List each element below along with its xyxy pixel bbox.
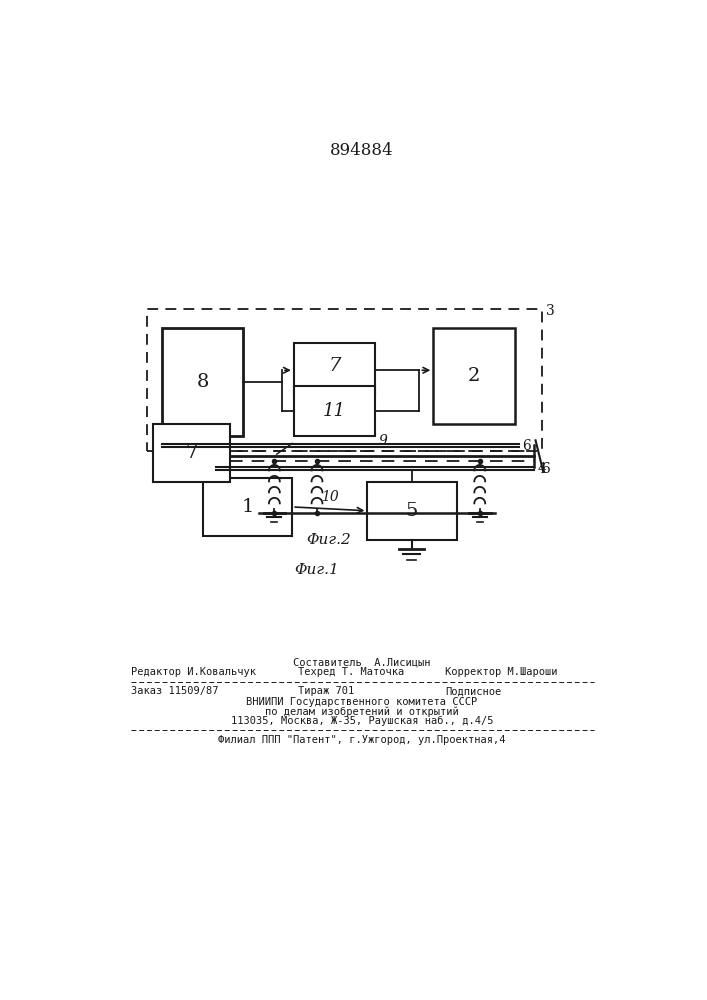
Text: 894884: 894884 [330,142,394,159]
Text: 6: 6 [541,462,550,476]
Bar [368,482,457,540]
Text: Φиг.2: Φиг.2 [306,533,351,547]
Text: 9: 9 [378,434,387,448]
Text: Техред Т. Маточка: Техред Т. Маточка [298,667,404,677]
Text: Тираж 701: Тираж 701 [298,686,354,696]
Text: 6: 6 [522,439,531,453]
Text: ВНИИПИ Государственного комитета СССР: ВНИИПИ Государственного комитета СССР [246,697,477,707]
Text: 1: 1 [242,498,254,516]
Text: 10: 10 [321,490,339,504]
Text: 4: 4 [538,462,547,476]
Text: Подписное: Подписное [445,686,501,696]
Bar [162,328,243,436]
Text: Корректор М.Шароши: Корректор М.Шароши [445,667,557,677]
Text: Филиал ППП "Патент", г.Ужгород, ул.Проектная,4: Филиал ППП "Патент", г.Ужгород, ул.Проек… [218,735,506,745]
Bar [293,386,375,436]
Text: 113035, Москва, Ж-35, Раушская наб., д.4/5: 113035, Москва, Ж-35, Раушская наб., д.4… [230,716,493,726]
Text: 11: 11 [323,402,346,420]
Text: Составитель  А.Лисицын: Составитель А.Лисицын [293,658,431,668]
Text: Φиг.1: Φиг.1 [295,563,339,577]
Text: 7: 7 [328,357,341,375]
Bar [203,478,292,536]
Text: 2: 2 [468,367,480,385]
Text: 5: 5 [406,502,418,520]
Bar [153,424,230,482]
Bar [433,328,515,424]
Text: 7: 7 [185,444,198,462]
Bar [146,309,542,451]
Text: Заказ 11509/87: Заказ 11509/87 [131,686,218,696]
Text: Редактор И.Ковальчук: Редактор И.Ковальчук [131,667,256,677]
Text: 8: 8 [197,373,209,391]
Text: по делам изобретений и открытий: по делам изобретений и открытий [265,706,459,717]
Bar [293,343,375,397]
Text: 3: 3 [546,304,554,318]
